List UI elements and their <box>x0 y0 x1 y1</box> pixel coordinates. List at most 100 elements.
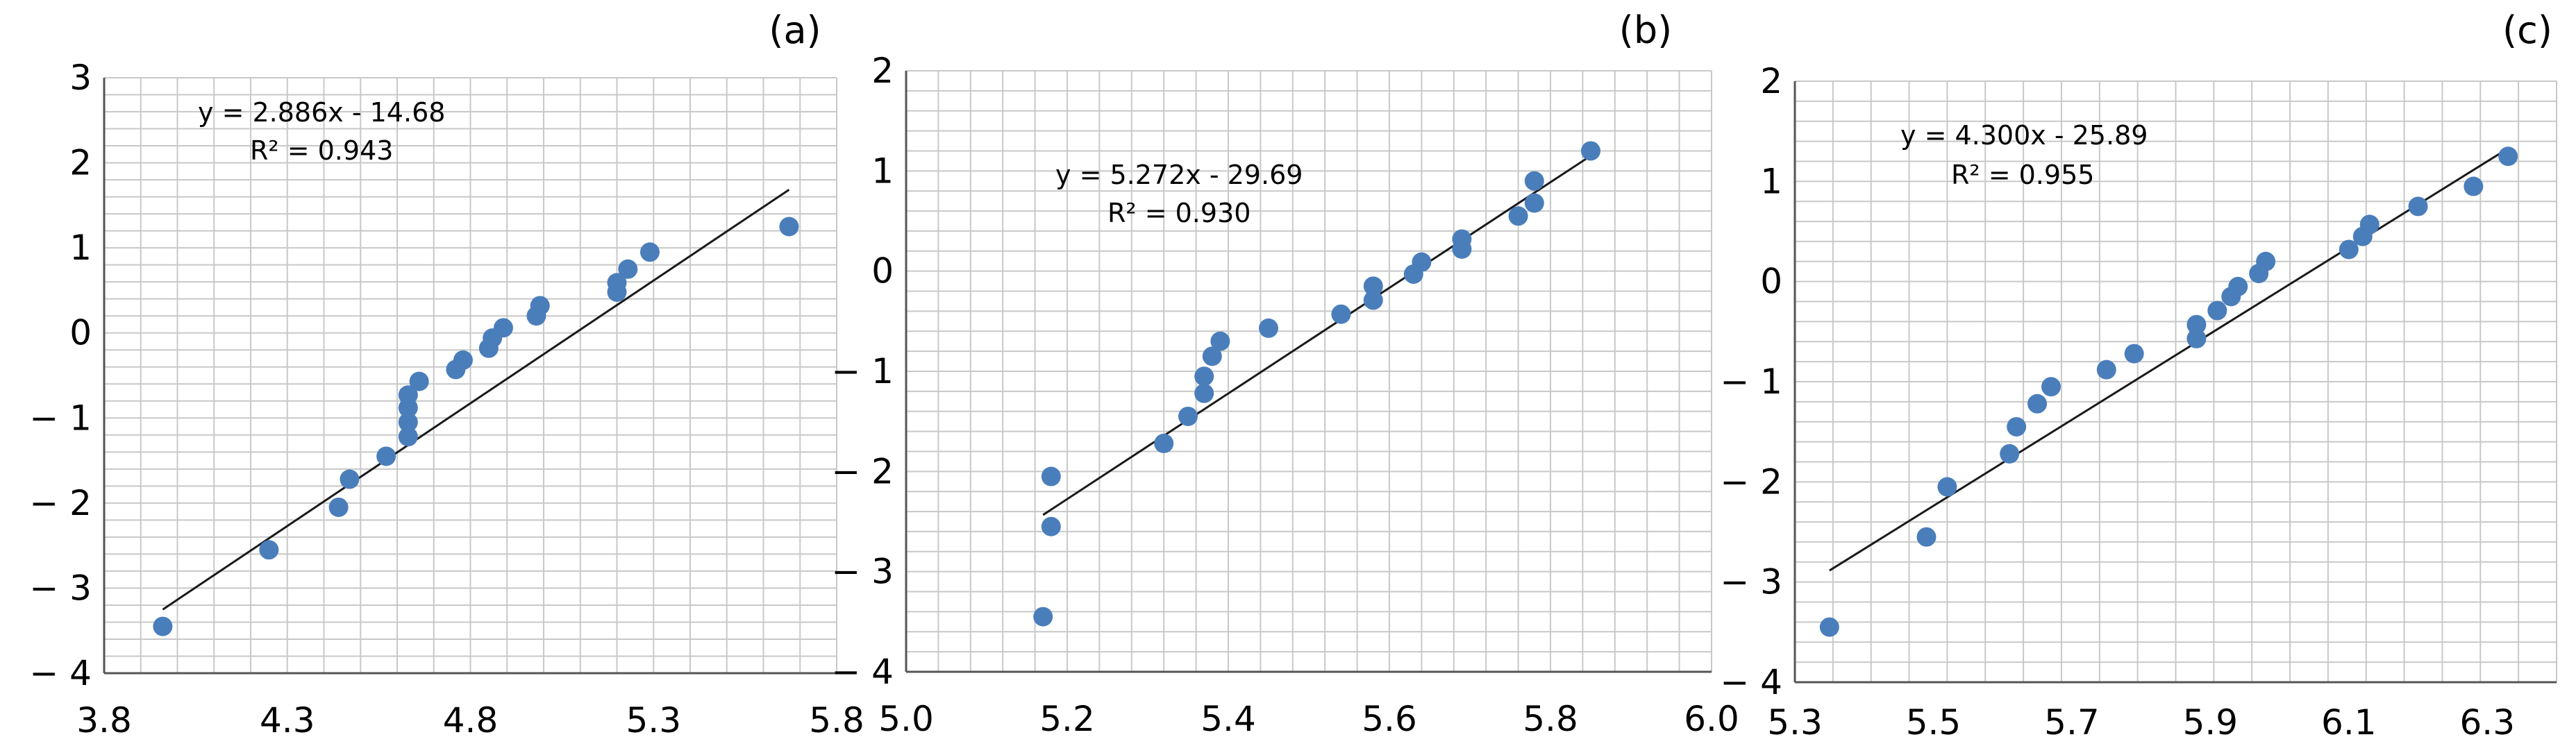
y-tick-label: − 4 <box>831 652 894 692</box>
data-point <box>618 259 638 279</box>
data-point <box>530 296 550 316</box>
data-point <box>2007 416 2027 437</box>
data-point <box>328 497 349 517</box>
data-point <box>1819 617 1839 637</box>
data-point <box>398 385 418 405</box>
panel-label: (b) <box>1619 8 1672 52</box>
y-tick-label: 0 <box>871 251 894 291</box>
y-tick-label: − 2 <box>29 483 92 523</box>
chart-panel-c: − 4 − 3 − 2 − 1 0 1 2 5.3 5.5 5.7 5.9 6.1 6.3 y = 4.3… <box>1720 8 2557 743</box>
x-tick-label: 5.0 <box>878 699 934 739</box>
y-tick-label: 1 <box>871 151 894 191</box>
y-tick-label: − 2 <box>831 451 894 491</box>
gridlines <box>1794 81 2557 683</box>
data-point <box>1178 406 1198 426</box>
data-point <box>1916 527 1937 547</box>
data-point <box>398 427 418 447</box>
x-tick-label: 5.8 <box>809 700 864 741</box>
y-tick-label: 2 <box>69 143 92 183</box>
data-point <box>409 371 429 391</box>
data-point <box>2000 443 2020 464</box>
x-tick-label: 5.4 <box>1201 699 1256 739</box>
data-point <box>1937 477 1957 497</box>
data-point <box>1154 433 1174 453</box>
data-point <box>2186 314 2207 335</box>
x-tick-label: 6.3 <box>2460 702 2516 743</box>
gridlines <box>905 70 1712 672</box>
data-point <box>2256 251 2276 271</box>
data-point <box>1194 366 1214 387</box>
x-tick-label: 5.9 <box>2183 702 2239 743</box>
data-point <box>1194 383 1214 403</box>
data-point <box>2207 301 2227 321</box>
x-tick-label: 5.3 <box>626 700 681 741</box>
data-point <box>2408 196 2428 217</box>
data-point <box>376 446 396 466</box>
data-point <box>1041 466 1061 487</box>
data-point <box>607 273 627 293</box>
y-tick-label: − 3 <box>29 568 92 608</box>
y-tick-label: − 3 <box>1720 562 1782 602</box>
y-tick-label: − 1 <box>29 398 92 438</box>
r-squared-label: R² = 0.943 <box>250 135 393 166</box>
panel-label: (c) <box>2502 8 2552 52</box>
x-tick-label: 3.8 <box>76 700 132 741</box>
trendline-equation: y = 5.272x - 29.69 <box>1055 160 1303 190</box>
y-tick-label: 0 <box>69 313 92 353</box>
data-point <box>1363 276 1383 296</box>
data-point <box>1259 318 1278 338</box>
data-point <box>493 318 513 338</box>
data-point <box>1033 607 1053 627</box>
y-tick-label: − 1 <box>831 351 894 391</box>
data-point <box>2041 377 2061 397</box>
data-point <box>1363 290 1383 310</box>
chart-panel-a: − 4 − 3 − 2 − 1 0 1 2 3 3.8 4.3 4.8 5.3 5.8 y = 2.886… <box>29 8 864 741</box>
x-tick-label: 6.1 <box>2321 702 2377 743</box>
data-point <box>340 469 360 489</box>
y-tick-label: − 3 <box>831 552 894 592</box>
x-tick-label: 4.3 <box>260 700 315 741</box>
data-point <box>453 350 473 370</box>
trendline-equation: y = 2.886x - 14.68 <box>198 97 445 128</box>
trendline-equation: y = 4.300x - 25.89 <box>1900 120 2148 151</box>
r-squared-label: R² = 0.930 <box>1107 198 1251 228</box>
data-point <box>259 540 279 560</box>
y-tick-label: 2 <box>1760 61 1782 101</box>
data-point <box>398 412 418 432</box>
y-tick-label: − 2 <box>1720 462 1782 502</box>
data-point <box>1524 193 1544 213</box>
data-point <box>2228 276 2248 296</box>
y-tick-label: − 1 <box>1720 362 1782 402</box>
data-point <box>1452 229 1472 249</box>
x-tick-label: 5.3 <box>1767 702 1823 743</box>
data-point <box>1331 304 1351 324</box>
data-point <box>1508 206 1528 226</box>
y-tick-label: 1 <box>69 228 92 268</box>
y-tick-label: 1 <box>1760 161 1782 201</box>
x-tick-label: 5.7 <box>2044 702 2100 743</box>
x-tick-label: 5.8 <box>1523 699 1578 739</box>
trend-line <box>1042 155 1591 516</box>
data-point <box>1581 141 1600 161</box>
data-point <box>2027 394 2048 414</box>
data-point <box>2464 176 2484 196</box>
x-tick-label: 6.0 <box>1684 699 1739 739</box>
data-point <box>1041 516 1061 536</box>
y-tick-label: 0 <box>1760 262 1782 302</box>
r-squared-label: R² = 0.955 <box>1951 160 2094 190</box>
data-point <box>1412 252 1432 272</box>
x-tick-label: 5.5 <box>1906 702 1962 743</box>
x-tick-label: 5.2 <box>1039 699 1095 739</box>
data-point <box>2096 359 2116 380</box>
data-point <box>779 217 799 237</box>
y-tick-label: − 4 <box>29 653 92 693</box>
data-point <box>639 242 660 262</box>
data-point <box>2339 239 2359 260</box>
data-point <box>1202 346 1222 366</box>
x-tick-label: 5.6 <box>1362 699 1417 739</box>
data-point <box>2498 146 2518 167</box>
chart-panel-b: − 4 − 3 − 2 − 1 0 1 2 5.0 5.2 5.4 5.6 5.8 6.0 y = 5.2… <box>831 8 1739 739</box>
trend-line <box>1829 147 2509 572</box>
data-point <box>2359 214 2380 235</box>
